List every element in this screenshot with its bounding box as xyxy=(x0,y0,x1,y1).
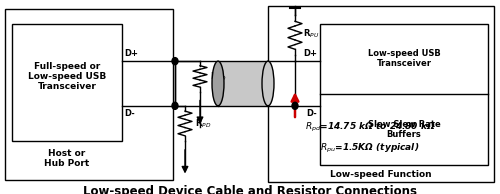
Bar xyxy=(320,23,488,165)
Text: R$_{PD}$: R$_{PD}$ xyxy=(195,117,212,130)
Bar xyxy=(268,6,494,182)
Ellipse shape xyxy=(262,61,274,106)
Text: R$_{PD}$: R$_{PD}$ xyxy=(210,70,226,83)
Circle shape xyxy=(292,102,298,109)
Text: D-: D- xyxy=(306,109,317,118)
Text: Slow Slew Rate
Buffers: Slow Slew Rate Buffers xyxy=(368,120,440,139)
Text: R$_{PU}$: R$_{PU}$ xyxy=(303,27,320,40)
Text: Low-speed USB
Transceiver: Low-speed USB Transceiver xyxy=(368,49,440,68)
Text: D-: D- xyxy=(124,109,135,118)
Ellipse shape xyxy=(212,61,224,106)
Bar xyxy=(218,61,268,106)
Text: D+: D+ xyxy=(303,49,317,58)
Circle shape xyxy=(172,58,178,65)
Text: Full-speed or
Low-speed USB
Transceiver: Full-speed or Low-speed USB Transceiver xyxy=(28,61,106,91)
Text: Low-speed Device Cable and Resistor Connections: Low-speed Device Cable and Resistor Conn… xyxy=(83,185,417,194)
Text: Low-speed Function: Low-speed Function xyxy=(330,170,432,178)
Text: D+: D+ xyxy=(124,49,138,58)
Text: $R_{pu}$=1.5KΩ (typical): $R_{pu}$=1.5KΩ (typical) xyxy=(320,142,420,155)
Text: $R_{pd}$=14.75 kΩ to 24.80 kΩ: $R_{pd}$=14.75 kΩ to 24.80 kΩ xyxy=(304,120,436,133)
Bar xyxy=(5,9,173,180)
Bar xyxy=(12,23,122,141)
Circle shape xyxy=(172,102,178,109)
Text: Host or
Hub Port: Host or Hub Port xyxy=(44,149,90,168)
